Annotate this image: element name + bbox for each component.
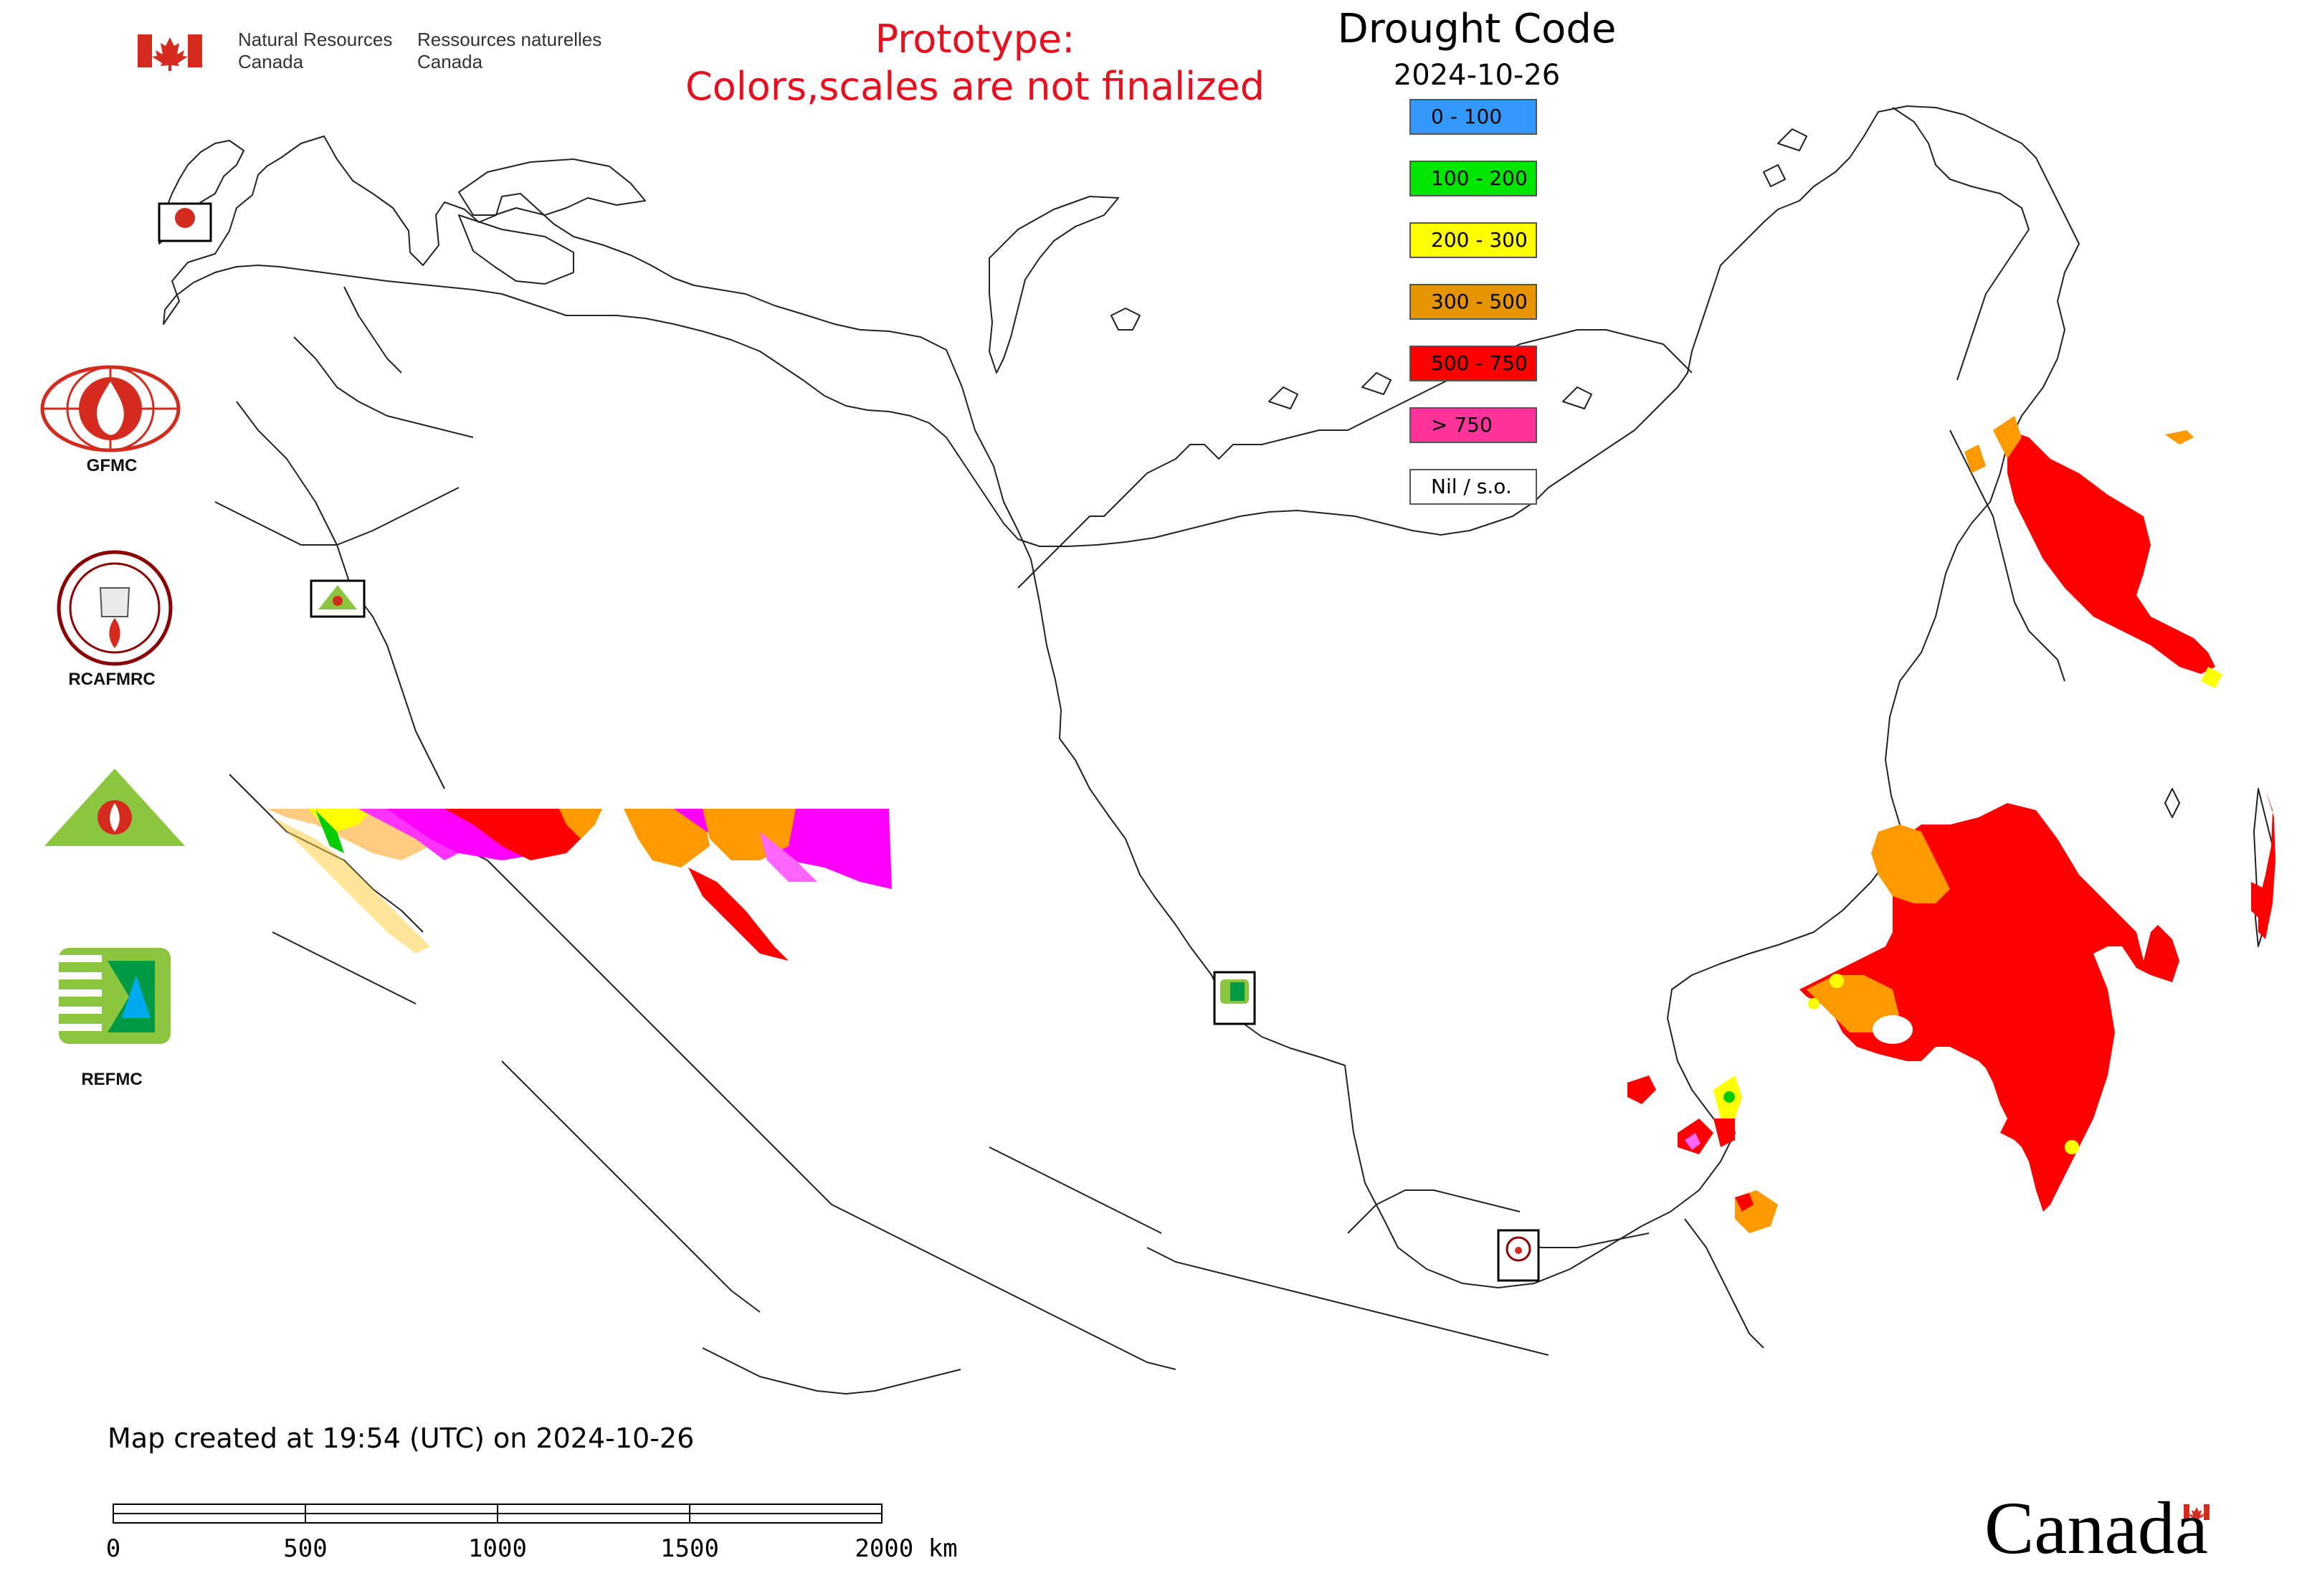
gfmc-logo-icon — [40, 365, 181, 452]
gfmc-marker-icon — [158, 202, 212, 242]
agency-name-fr-line1: Ressources naturelles — [417, 29, 602, 50]
scale-label-2000: 2000 km — [855, 1534, 958, 1563]
legend-date: 2024-10-26 — [1393, 59, 1561, 92]
legend-item-label: 0 - 100 — [1431, 105, 1503, 128]
prototype-notice: Prototype: Colors,scales are not finaliz… — [588, 16, 1362, 110]
legend-item-500-750: 500 - 750 — [1409, 346, 1537, 381]
agency-name-fr-line2: Canada — [417, 51, 483, 72]
legend-item-label: 100 - 200 — [1431, 166, 1528, 190]
agency-name-en: Natural Resources Canada — [238, 29, 392, 73]
drought-far-east — [1627, 416, 2275, 1233]
legend-item-label: 300 - 500 — [1431, 290, 1528, 313]
map-created-note: Map created at 19:54 (UTC) on 2024-10-26 — [108, 1422, 695, 1454]
legend-item-nil: Nil / s.o. — [1409, 469, 1537, 505]
agency-name-fr: Ressources naturelles Canada — [417, 29, 601, 73]
refmc-logo-icon — [59, 948, 171, 1044]
legend-item-label: Nil / s.o. — [1431, 475, 1512, 498]
scale-label-1000: 1000 — [468, 1534, 527, 1563]
legend-item-over-750: > 750 — [1409, 407, 1537, 443]
canada-flag-icon — [138, 34, 202, 71]
refmc-label: REFMC — [81, 1070, 143, 1089]
scale-label-500: 500 — [283, 1534, 328, 1563]
canada-wordmark: Canada — [1984, 1487, 2208, 1569]
scale-bar — [113, 1504, 883, 1524]
gfmc-label: GFMC — [86, 456, 138, 475]
country-boundaries — [158, 105, 2273, 1395]
legend-title: Drought Code — [1337, 6, 1617, 52]
canada-wordmark-flag-icon — [2184, 1504, 2210, 1520]
scale-label-0: 0 — [105, 1534, 121, 1563]
refmc-marker-icon — [1213, 971, 1256, 1025]
scale-label-1500: 1500 — [660, 1534, 719, 1563]
reefmc-marker-icon — [310, 579, 366, 618]
legend-item-100-200: 100 - 200 — [1409, 161, 1537, 196]
legend-item-label: 200 - 300 — [1431, 228, 1528, 252]
rcafmrc-label: RCAFMRC — [68, 670, 156, 689]
reefmc-logo-icon — [40, 769, 191, 866]
legend-item-300-500: 300 - 500 — [1409, 284, 1537, 320]
rcafmrc-logo-icon — [57, 550, 173, 666]
agency-name-en-line2: Canada — [238, 51, 304, 72]
drought-west-band — [267, 809, 892, 961]
legend-item-label: > 750 — [1431, 413, 1493, 437]
prototype-line1: Prototype: — [875, 16, 1075, 62]
legend-item-label: 500 - 750 — [1431, 351, 1528, 375]
prototype-line2: Colors,scales are not finalized — [685, 64, 1265, 109]
rcafmrc-marker-icon — [1497, 1229, 1540, 1282]
legend-item-200-300: 200 - 300 — [1409, 222, 1537, 258]
agency-name-en-line1: Natural Resources — [238, 29, 393, 50]
legend-item-0-100: 0 - 100 — [1409, 99, 1537, 135]
